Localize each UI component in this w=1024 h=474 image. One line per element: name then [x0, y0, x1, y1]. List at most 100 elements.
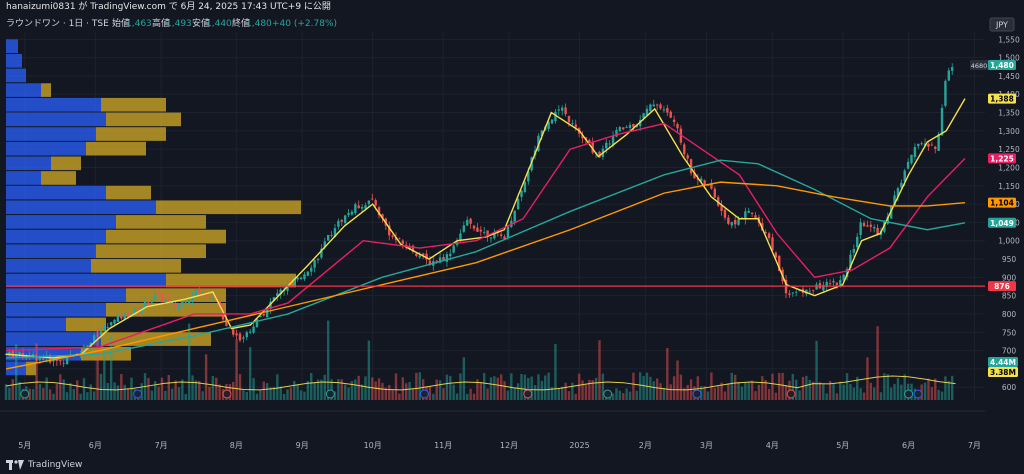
volume-bar: [256, 394, 258, 400]
volume-bar: [737, 382, 739, 400]
volume-bar: [157, 387, 159, 400]
close-value: 1,480: [246, 19, 272, 29]
candle-body: [127, 313, 129, 317]
price-tick-label: 700: [1002, 347, 1017, 356]
volume-bar: [642, 376, 644, 400]
currency-text: JPY: [995, 21, 1008, 30]
candle-body: [856, 237, 858, 248]
price-tick-label: 1,200: [998, 163, 1020, 172]
volume-bar: [500, 374, 502, 400]
volume-bar: [537, 374, 539, 400]
volume-bar: [629, 392, 631, 400]
volume-bar: [79, 394, 81, 400]
candle-body: [364, 205, 366, 208]
volume-bar: [503, 381, 505, 400]
vp-bar-gold: [156, 200, 301, 214]
vp-bar-blue: [6, 215, 116, 229]
open-value: 1,463: [126, 19, 152, 29]
volume-bar: [56, 384, 58, 400]
candle-body: [208, 297, 210, 298]
volume-bar: [361, 385, 363, 400]
vp-bar-gold: [101, 98, 166, 112]
event-marker-icon: [693, 390, 701, 398]
volume-bar: [412, 388, 414, 400]
candle-body: [914, 147, 916, 157]
price-axis[interactable]: 6006507007508008509009501,0001,0501,1001…: [985, 14, 1024, 456]
candle-body: [558, 109, 560, 110]
volume-bar: [107, 383, 109, 400]
volume-bar: [775, 393, 777, 400]
candle-body: [812, 290, 814, 291]
candle-body: [181, 301, 183, 304]
candle-body: [625, 127, 627, 128]
candle-body: [198, 289, 200, 294]
volume-bar: [798, 390, 800, 400]
currency-badge[interactable]: JPY: [990, 18, 1014, 31]
volume-bar: [307, 381, 309, 400]
volume-bar: [205, 354, 207, 400]
candle-body: [107, 327, 109, 328]
candle-body: [249, 332, 251, 333]
volume-bar: [429, 386, 431, 400]
candle-body: [235, 333, 237, 335]
volume-bar: [578, 374, 580, 400]
price-label-text: 1,480: [990, 61, 1014, 70]
volume-bar: [622, 393, 624, 400]
volume-bar: [571, 383, 573, 400]
candle-body: [676, 124, 678, 128]
volume-bar: [676, 360, 678, 400]
volume-bar: [263, 382, 265, 400]
volume-bar: [883, 373, 885, 400]
volume-bar: [751, 381, 753, 400]
volume-bar: [235, 339, 237, 400]
volume-bar: [469, 389, 471, 400]
volume-bar: [100, 374, 102, 400]
candle-body: [202, 292, 204, 293]
candle-body: [195, 290, 197, 297]
volume-bar: [351, 381, 353, 400]
volume-bar: [893, 384, 895, 400]
candle-body: [307, 272, 309, 276]
volume-bar: [62, 379, 64, 400]
volume-bar: [473, 394, 475, 400]
volume-labels: 4.44M3.38M: [988, 357, 1018, 377]
candle-body: [629, 125, 631, 128]
volume-bar: [252, 378, 254, 400]
volume-bar: [520, 374, 522, 400]
candle-body: [337, 221, 339, 227]
candle-body: [212, 298, 214, 299]
price-chart[interactable]: 6006507007508008509009501,0001,0501,1001…: [0, 14, 1024, 456]
volume-bar: [198, 381, 200, 400]
volume-bar: [178, 387, 180, 400]
candle-body: [164, 300, 166, 301]
volume-bar: [408, 382, 410, 400]
candle-body: [564, 107, 566, 114]
volume-bar: [405, 383, 407, 400]
vp-bar-gold: [66, 318, 106, 332]
volume-bar: [724, 391, 726, 400]
volume-bar: [812, 382, 814, 400]
candle-body: [751, 213, 753, 214]
time-tick-label: 12月: [500, 441, 518, 450]
candle-body: [917, 144, 919, 146]
candle-body: [246, 332, 248, 337]
candle-body: [449, 254, 451, 256]
price-label-text: 1,225: [990, 154, 1014, 163]
candle-body: [659, 104, 661, 108]
candle-body: [446, 254, 448, 262]
volume-bar: [371, 377, 373, 400]
time-tick-label: 8月: [230, 441, 243, 450]
volume-bar: [218, 385, 220, 400]
volume-bar: [113, 382, 115, 400]
volume-bar: [415, 373, 417, 400]
volume-bar: [402, 377, 404, 400]
candle-body: [809, 291, 811, 292]
candle-body: [419, 256, 421, 258]
volume-bar: [805, 376, 807, 400]
volume-bar: [656, 378, 658, 400]
time-tick-label: 2月: [639, 441, 652, 450]
price-tick-label: 1,000: [998, 237, 1020, 246]
volume-bar: [246, 392, 248, 400]
candle-body: [646, 109, 648, 115]
volume-bar: [876, 326, 878, 400]
